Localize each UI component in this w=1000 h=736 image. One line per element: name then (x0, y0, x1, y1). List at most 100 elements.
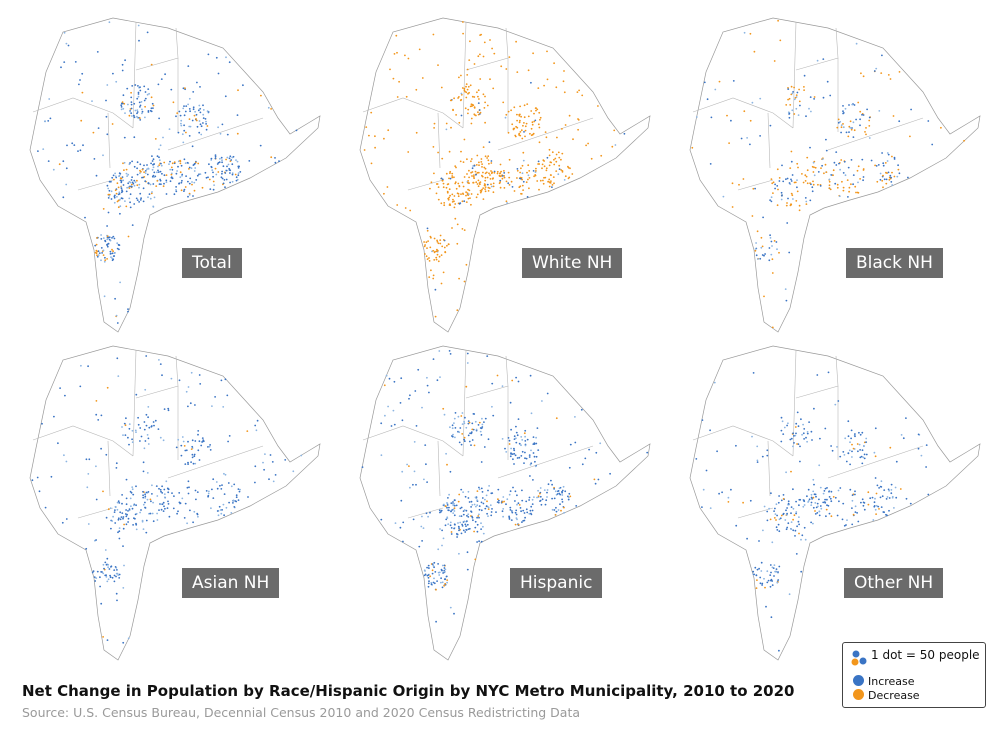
population-dot (563, 506, 565, 509)
population-dot (458, 431, 461, 434)
population-dot (530, 449, 532, 452)
population-dot (65, 460, 68, 463)
population-dot (534, 119, 537, 122)
population-dot (106, 238, 109, 241)
population-dot (221, 172, 223, 175)
population-dot (536, 496, 538, 499)
population-dot (862, 168, 865, 170)
population-dot (467, 181, 469, 184)
population-dot (478, 540, 480, 543)
population-dot (221, 177, 224, 180)
population-dot (473, 174, 475, 177)
population-dot (462, 32, 464, 35)
population-dot (146, 31, 149, 34)
population-dot (487, 508, 490, 510)
population-dot (182, 107, 185, 110)
population-dot (113, 201, 116, 204)
population-dot (433, 172, 435, 175)
population-dot (795, 107, 798, 110)
population-dot (851, 523, 854, 526)
population-dot (801, 173, 803, 175)
population-dot (412, 518, 415, 521)
population-dot (402, 521, 405, 524)
population-dot (799, 445, 801, 448)
population-dot (751, 101, 754, 104)
population-dot (530, 505, 533, 508)
population-dot (184, 87, 186, 89)
population-dot (546, 50, 548, 53)
population-dot (177, 510, 179, 513)
population-dot (533, 442, 536, 444)
population-dot (123, 102, 126, 105)
population-dot (447, 198, 450, 201)
population-dot (120, 516, 123, 518)
population-dot (523, 131, 525, 133)
population-dot (509, 490, 512, 492)
population-dot (123, 161, 126, 164)
population-dot (556, 493, 559, 495)
population-dot (599, 442, 602, 445)
population-dot (499, 179, 502, 182)
population-dot (106, 245, 109, 248)
population-dot (524, 129, 527, 132)
population-dot (453, 200, 455, 203)
population-dot (113, 255, 116, 257)
population-dot (440, 577, 442, 580)
population-dot (546, 496, 548, 498)
population-dot (576, 91, 579, 93)
population-dot (59, 387, 61, 389)
population-dot (479, 78, 482, 80)
population-dot (465, 263, 468, 266)
population-dot (842, 105, 844, 107)
population-dot (493, 171, 496, 174)
population-dot (835, 164, 838, 166)
population-dot (191, 145, 194, 148)
population-dot (118, 191, 121, 194)
population-dot (137, 93, 140, 95)
population-dot (95, 577, 98, 579)
population-dot (202, 113, 205, 116)
population-dot (810, 496, 813, 499)
population-dot (452, 108, 454, 111)
population-dot (178, 379, 181, 382)
population-dot (847, 452, 850, 455)
population-dot (836, 126, 839, 129)
population-dot (195, 498, 197, 501)
population-dot (227, 163, 230, 166)
population-dot (553, 509, 556, 511)
population-dot (519, 113, 521, 116)
population-dot (480, 161, 483, 163)
population-dot (842, 126, 845, 129)
population-dot (209, 444, 212, 446)
population-dot (156, 495, 159, 497)
population-dot (193, 170, 196, 172)
population-dot (851, 103, 854, 106)
population-dot (508, 439, 511, 442)
population-dot (803, 500, 806, 503)
population-dot (470, 122, 473, 125)
population-dot (219, 132, 222, 135)
population-dot (142, 503, 145, 506)
population-dot (754, 566, 757, 569)
population-dot (129, 185, 131, 188)
population-dot (446, 183, 449, 186)
population-dot (460, 98, 463, 101)
population-dot (460, 443, 463, 446)
population-dot (515, 513, 518, 516)
population-dot (454, 427, 457, 429)
population-dot (755, 254, 758, 257)
population-dot (463, 440, 466, 443)
population-dot (823, 501, 826, 503)
population-dot (527, 164, 530, 167)
population-dot (515, 441, 518, 444)
population-dot (817, 171, 820, 173)
population-dot (520, 455, 523, 457)
population-dot (186, 161, 189, 164)
population-dot (550, 161, 553, 164)
population-dot (752, 372, 755, 374)
population-dot (254, 424, 257, 427)
population-dot (153, 424, 155, 427)
population-dot (170, 377, 173, 380)
population-dot (931, 143, 934, 146)
population-dot (794, 529, 797, 532)
